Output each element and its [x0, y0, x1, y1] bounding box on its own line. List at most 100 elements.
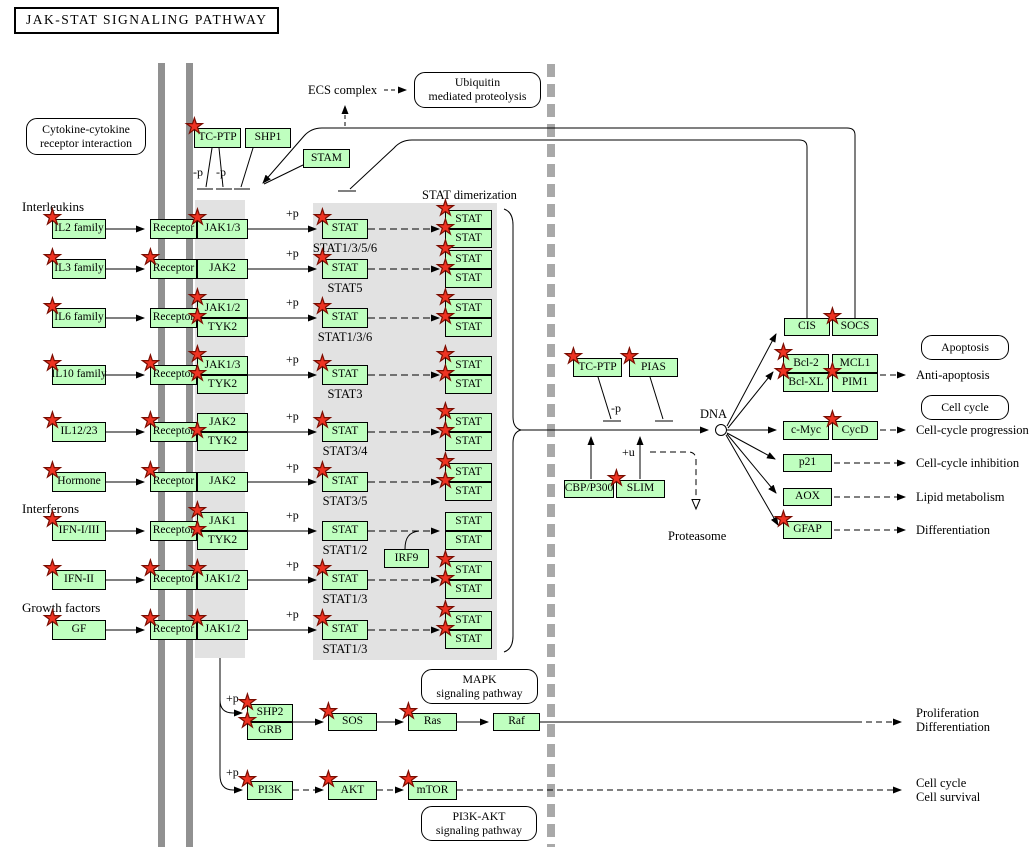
node-label: STAT [331, 222, 359, 235]
node-tcptp-mid[interactable]: ★ TC-PTP [563, 345, 622, 377]
node-cycd[interactable]: ★ CycD [822, 408, 878, 440]
node-bcl2[interactable]: ★ Bcl-2 [773, 341, 829, 373]
node-label: STAT [455, 320, 482, 333]
node-jak3a[interactable]: ★ JAK1/2 [187, 286, 248, 318]
node-dim6a[interactable]: ★ STAT [435, 450, 492, 482]
label-pp6: +p [286, 459, 299, 473]
node-lig-il3[interactable]: ★ IL3 family [42, 246, 106, 279]
node-bclxl[interactable]: ★ Bcl-XL [773, 360, 829, 392]
node-dim9b[interactable]: ★ STAT [435, 617, 492, 649]
node-rec6[interactable]: ★ Receptor [140, 459, 197, 492]
node-lig-ifn2[interactable]: ★ IFN-II [42, 557, 106, 590]
label-differentiation: Differentiation [916, 523, 991, 537]
node-dim3b[interactable]: ★ STAT [435, 305, 492, 337]
node-dim7b[interactable]: STAT [445, 531, 492, 550]
node-grb[interactable]: ★ GRB [237, 709, 293, 740]
node-label: PIAS [641, 360, 666, 373]
node-irf9[interactable]: IRF9 [384, 549, 429, 568]
node-stat1[interactable]: ★ STAT [312, 206, 368, 239]
node-label: JAK1/2 [204, 623, 241, 636]
node-cbp[interactable]: CBP/P300 [564, 480, 614, 498]
node-raf[interactable]: Raf [493, 713, 540, 731]
node-jak9[interactable]: ★ JAK1/2 [187, 607, 248, 640]
node-lig-gf[interactable]: ★ GF [42, 607, 106, 640]
node-cmyc[interactable]: c-Myc [783, 421, 829, 440]
node-label: Receptor [152, 222, 195, 235]
node-lig-il2[interactable]: ★ IL2 family [42, 206, 106, 239]
node-jak5a[interactable]: JAK2 [197, 413, 248, 432]
node-pias[interactable]: ★ PIAS [619, 345, 678, 377]
node-dim8a[interactable]: ★ STAT [435, 548, 492, 580]
node-tcptp-top[interactable]: ★ TC-PTP [184, 115, 241, 148]
node-dim7a[interactable]: STAT [445, 512, 492, 531]
node-mcl1[interactable]: MCL1 [832, 354, 878, 373]
node-rec5[interactable]: ★ Receptor [140, 409, 197, 442]
node-jak4b[interactable]: ★ TYK2 [187, 362, 248, 394]
node-dim2a[interactable]: ★ STAT [435, 237, 492, 269]
node-dim9a[interactable]: ★ STAT [435, 598, 492, 630]
node-rec1[interactable]: Receptor [150, 219, 197, 239]
node-lig-il6[interactable]: ★ IL6 family [42, 295, 106, 328]
node-shp1[interactable]: SHP1 [245, 128, 291, 148]
node-dim4b[interactable]: ★ STAT [435, 362, 492, 394]
node-jak7b[interactable]: ★ TYK2 [187, 518, 248, 550]
node-stat3[interactable]: ★ STAT [312, 295, 368, 328]
node-label: TYK2 [207, 533, 238, 546]
node-mtor[interactable]: ★ mTOR [398, 768, 457, 800]
node-cyto-interaction[interactable]: Cytokine-cytokine receptor interaction [26, 118, 146, 155]
node-dim1a[interactable]: ★ STAT [435, 197, 492, 229]
node-jak4a[interactable]: ★ JAK1/3 [187, 343, 248, 375]
node-jak5b[interactable]: ★ TYK2 [187, 419, 248, 451]
node-mapk-ref[interactable]: MAPK signaling pathway [421, 669, 538, 704]
node-dim2b[interactable]: ★ STAT [435, 256, 492, 288]
node-aox[interactable]: AOX [783, 488, 832, 506]
node-jak6[interactable]: JAK2 [197, 472, 248, 492]
node-jak2[interactable]: JAK2 [197, 259, 248, 279]
node-cellcycle-ref[interactable]: Cell cycle [921, 395, 1009, 420]
node-dim1b[interactable]: ★ STAT [435, 216, 492, 248]
node-apoptosis-ref[interactable]: Apoptosis [921, 335, 1009, 360]
node-rec9[interactable]: ★ Receptor [140, 607, 197, 640]
pathway-title: JAK-STAT SIGNALING PATHWAY [14, 7, 280, 34]
node-cis[interactable]: CIS [784, 318, 830, 336]
node-lig-hormone[interactable]: ★ Hormone [42, 459, 106, 492]
node-dim6b[interactable]: ★ STAT [435, 469, 492, 501]
node-stat2[interactable]: ★ STAT [312, 246, 368, 279]
node-dim5a[interactable]: ★ STAT [435, 400, 492, 432]
node-gfap[interactable]: ★ GFAP [773, 508, 832, 539]
node-rec8[interactable]: ★ Receptor [140, 557, 197, 590]
node-lig-il1223[interactable]: ★ IL12/23 [42, 409, 106, 442]
node-jak8[interactable]: ★ JAK1/2 [187, 557, 248, 590]
node-jak7a[interactable]: ★ JAK1 [187, 499, 248, 531]
node-pim1[interactable]: ★ PIM1 [822, 360, 878, 392]
node-rec2[interactable]: ★ Receptor [140, 246, 197, 279]
node-stat6[interactable]: ★ STAT [312, 459, 368, 492]
node-stam[interactable]: STAM [303, 149, 350, 168]
node-stat8[interactable]: ★ STAT [312, 557, 368, 590]
node-socs[interactable]: ★ SOCS [822, 305, 878, 336]
node-rec7[interactable]: Receptor [150, 521, 197, 541]
node-akt[interactable]: ★ AKT [318, 768, 377, 800]
node-sos[interactable]: ★ SOS [318, 700, 377, 731]
node-dim4a[interactable]: ★ STAT [435, 343, 492, 375]
node-lig-il10[interactable]: ★ IL10 family [42, 352, 107, 385]
node-dim5b[interactable]: ★ STAT [435, 419, 492, 451]
node-stat5[interactable]: ★ STAT [312, 409, 368, 442]
node-ub-proteolysis[interactable]: Ubiquitin mediated proteolysis [414, 72, 541, 108]
node-shp2[interactable]: ★ SHP2 [237, 691, 293, 722]
node-p21[interactable]: p21 [783, 454, 832, 472]
node-rec4[interactable]: ★ Receptor [140, 352, 197, 385]
node-jak1[interactable]: ★ JAK1/3 [187, 206, 248, 239]
node-rec3[interactable]: Receptor [150, 308, 197, 328]
node-stat9[interactable]: ★ STAT [312, 607, 368, 640]
node-pi3kakt-ref[interactable]: PI3K-AKT signaling pathway [421, 806, 537, 841]
node-lig-ifn13[interactable]: ★ IFN-I/III [42, 508, 106, 541]
node-stat7[interactable]: STAT [322, 521, 368, 541]
node-slim[interactable]: ★ SLIM [606, 467, 665, 498]
node-stat4[interactable]: ★ STAT [312, 352, 368, 385]
node-dim3a[interactable]: ★ STAT [435, 286, 492, 318]
node-pi3k[interactable]: ★ PI3K [237, 768, 293, 800]
node-jak3b[interactable]: ★ TYK2 [187, 305, 248, 337]
node-ras[interactable]: ★ Ras [398, 700, 457, 731]
node-dim8b[interactable]: ★ STAT [435, 567, 492, 599]
